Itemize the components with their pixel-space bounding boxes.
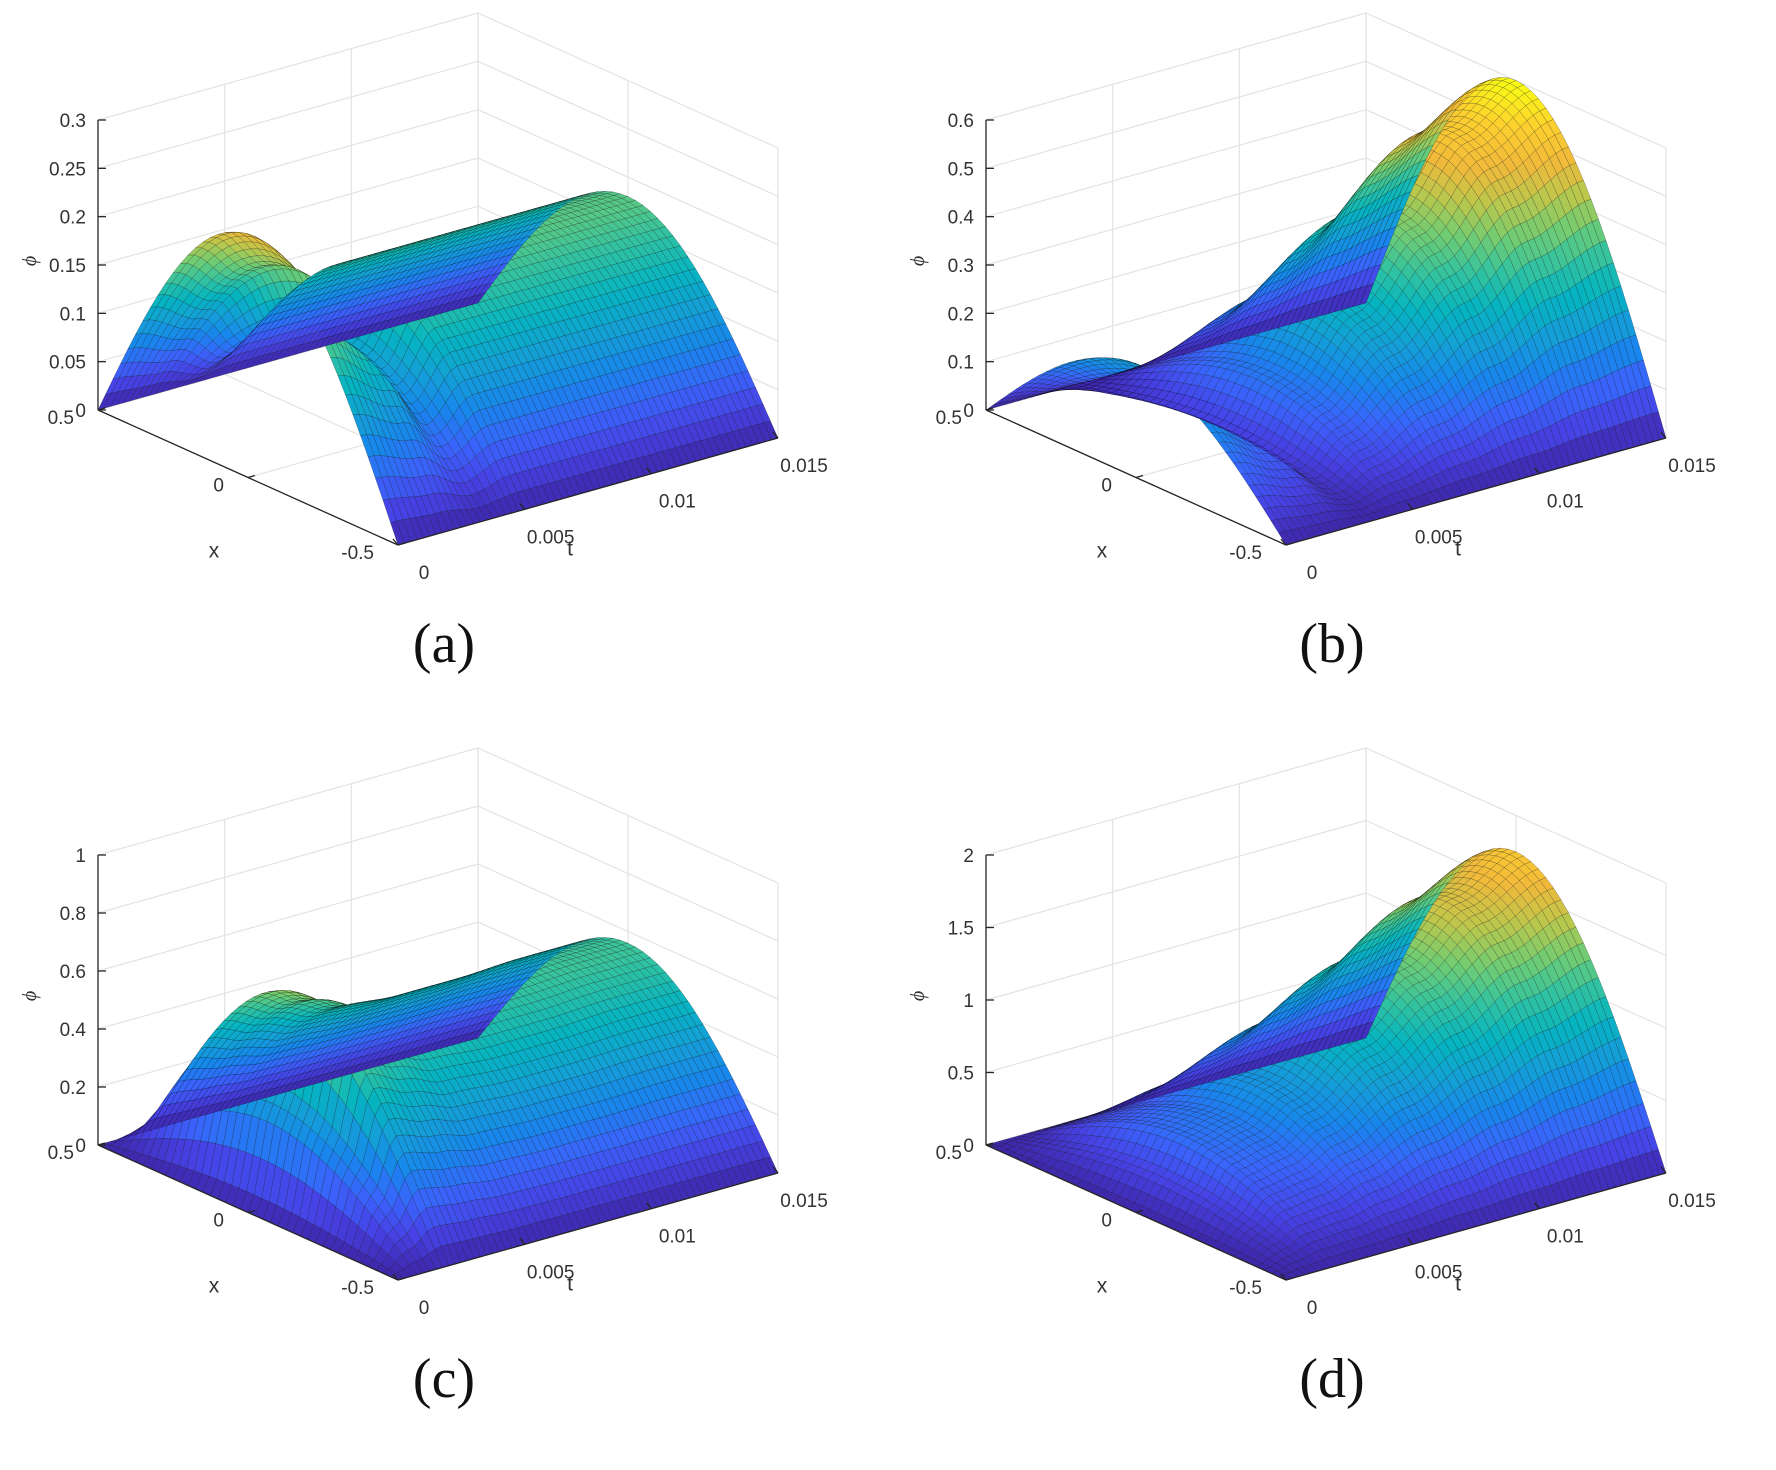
z-tick-label: 0.15 [49,256,86,277]
x-axis-label: x [1097,540,1108,563]
gridline [477,863,779,1000]
z-tick-label: 0.6 [948,111,974,132]
t-tick-mark [645,467,652,475]
t-tick-mark [1660,431,1667,439]
x-tick-label: -0.5 [341,543,374,564]
surface-mesh [97,937,779,1281]
x-tick-label: 0.5 [48,408,74,429]
gridline [97,805,479,914]
gridline [97,921,479,1030]
surface-plot: 00.10.20.30.40.50.600.0050.010.015-0.500… [907,12,1716,584]
t-axis-line [397,437,779,546]
z-tick-label: 0.4 [948,208,975,229]
surface-mesh [97,191,779,546]
gridline [477,747,779,884]
z-tick-label: 0 [75,401,86,422]
z-axis-label: ϕ [907,256,929,266]
t-tick-label: 0.005 [527,527,575,548]
x-tick-label: -0.5 [1229,543,1262,564]
gridline [477,109,779,246]
x-tick-label: 0.5 [936,408,962,429]
gridline [985,12,1367,121]
gridline [97,12,479,121]
gridline [985,205,1367,314]
z-tick-label: 0.05 [49,353,86,374]
x-tick-label: 0 [213,476,224,497]
z-tick-label: 0 [963,401,974,422]
t-tick-label: 0 [419,563,430,584]
t-tick-label: 0.005 [1415,527,1463,548]
gridline [985,109,1367,218]
t-tick-mark [1280,538,1287,546]
t-tick-mark [519,502,526,510]
t-tick-mark [1407,502,1414,510]
chart-panel: 0 0.05 0.1 0.15 0.2 0.25 0.3 0 0.005 0.01 0.015 -0.… [0,0,888,735]
surface-mesh [985,77,1667,546]
z-tick-label: 0.1 [948,353,974,374]
x-tick-mark [1135,474,1144,479]
z-tick-label: 0.5 [948,159,974,180]
z-tick-label: 0.3 [60,111,86,132]
t-axis-label: t [567,538,573,561]
z-axis-label: ϕ [19,256,41,266]
gridline [477,805,779,942]
gridline [97,109,479,218]
x-axis-label: x [209,540,220,563]
z-tick-label: 0.1 [60,304,86,325]
x-tick-mark [247,474,256,479]
panel-caption: (b) [1299,613,1365,675]
gridline [477,60,779,197]
t-tick-mark [392,538,399,546]
panel-caption: (a) [412,613,476,675]
t-tick-mark [1533,467,1540,475]
t-tick-label: 0.015 [1668,456,1716,477]
surface-plot: 0 0.05 0.1 0.15 0.2 0.25 0.3 0 0.005 0.01 0.015 -0.… [19,12,828,584]
gridline [97,747,479,856]
t-tick-label: 0.01 [1547,492,1584,513]
gridline [97,863,479,972]
tick-marks [985,119,1667,546]
x-tick-mark [97,407,106,411]
z-tick-label: 0.25 [49,159,86,180]
z-tick-label: 0.2 [948,304,974,325]
t-tick-mark [772,431,779,439]
x-tick-mark [1285,542,1294,546]
z-tick-label: 0.3 [948,256,974,277]
t-axis-line [1285,437,1667,546]
x-tick-label: 0 [1101,476,1112,497]
gridline [477,12,779,149]
gridline [985,60,1367,169]
t-tick-label: 0.01 [659,492,696,513]
z-tick-label: 0.2 [60,208,86,229]
gridline [97,157,479,266]
tick-marks [97,119,779,546]
chart-panel: 0 0.2 0.4 0.6 0.8 1 0 0.005 0.01 0.015 -0.5 0 0.5 t x ϕ… [0,735,888,1470]
t-tick-label: 0.015 [780,456,828,477]
t-axis-label: t [1455,538,1461,561]
x-tick-mark [397,542,406,546]
chart-panel: 0 0.1 0.2 0.3 0.4 0.5 0.6 0 0.005 0.01 0.015 -0.5 0 0… [888,0,1776,735]
gridline [985,157,1367,266]
gridline [97,60,479,169]
x-tick-mark [985,407,994,411]
t-tick-label: 0 [1307,563,1318,584]
